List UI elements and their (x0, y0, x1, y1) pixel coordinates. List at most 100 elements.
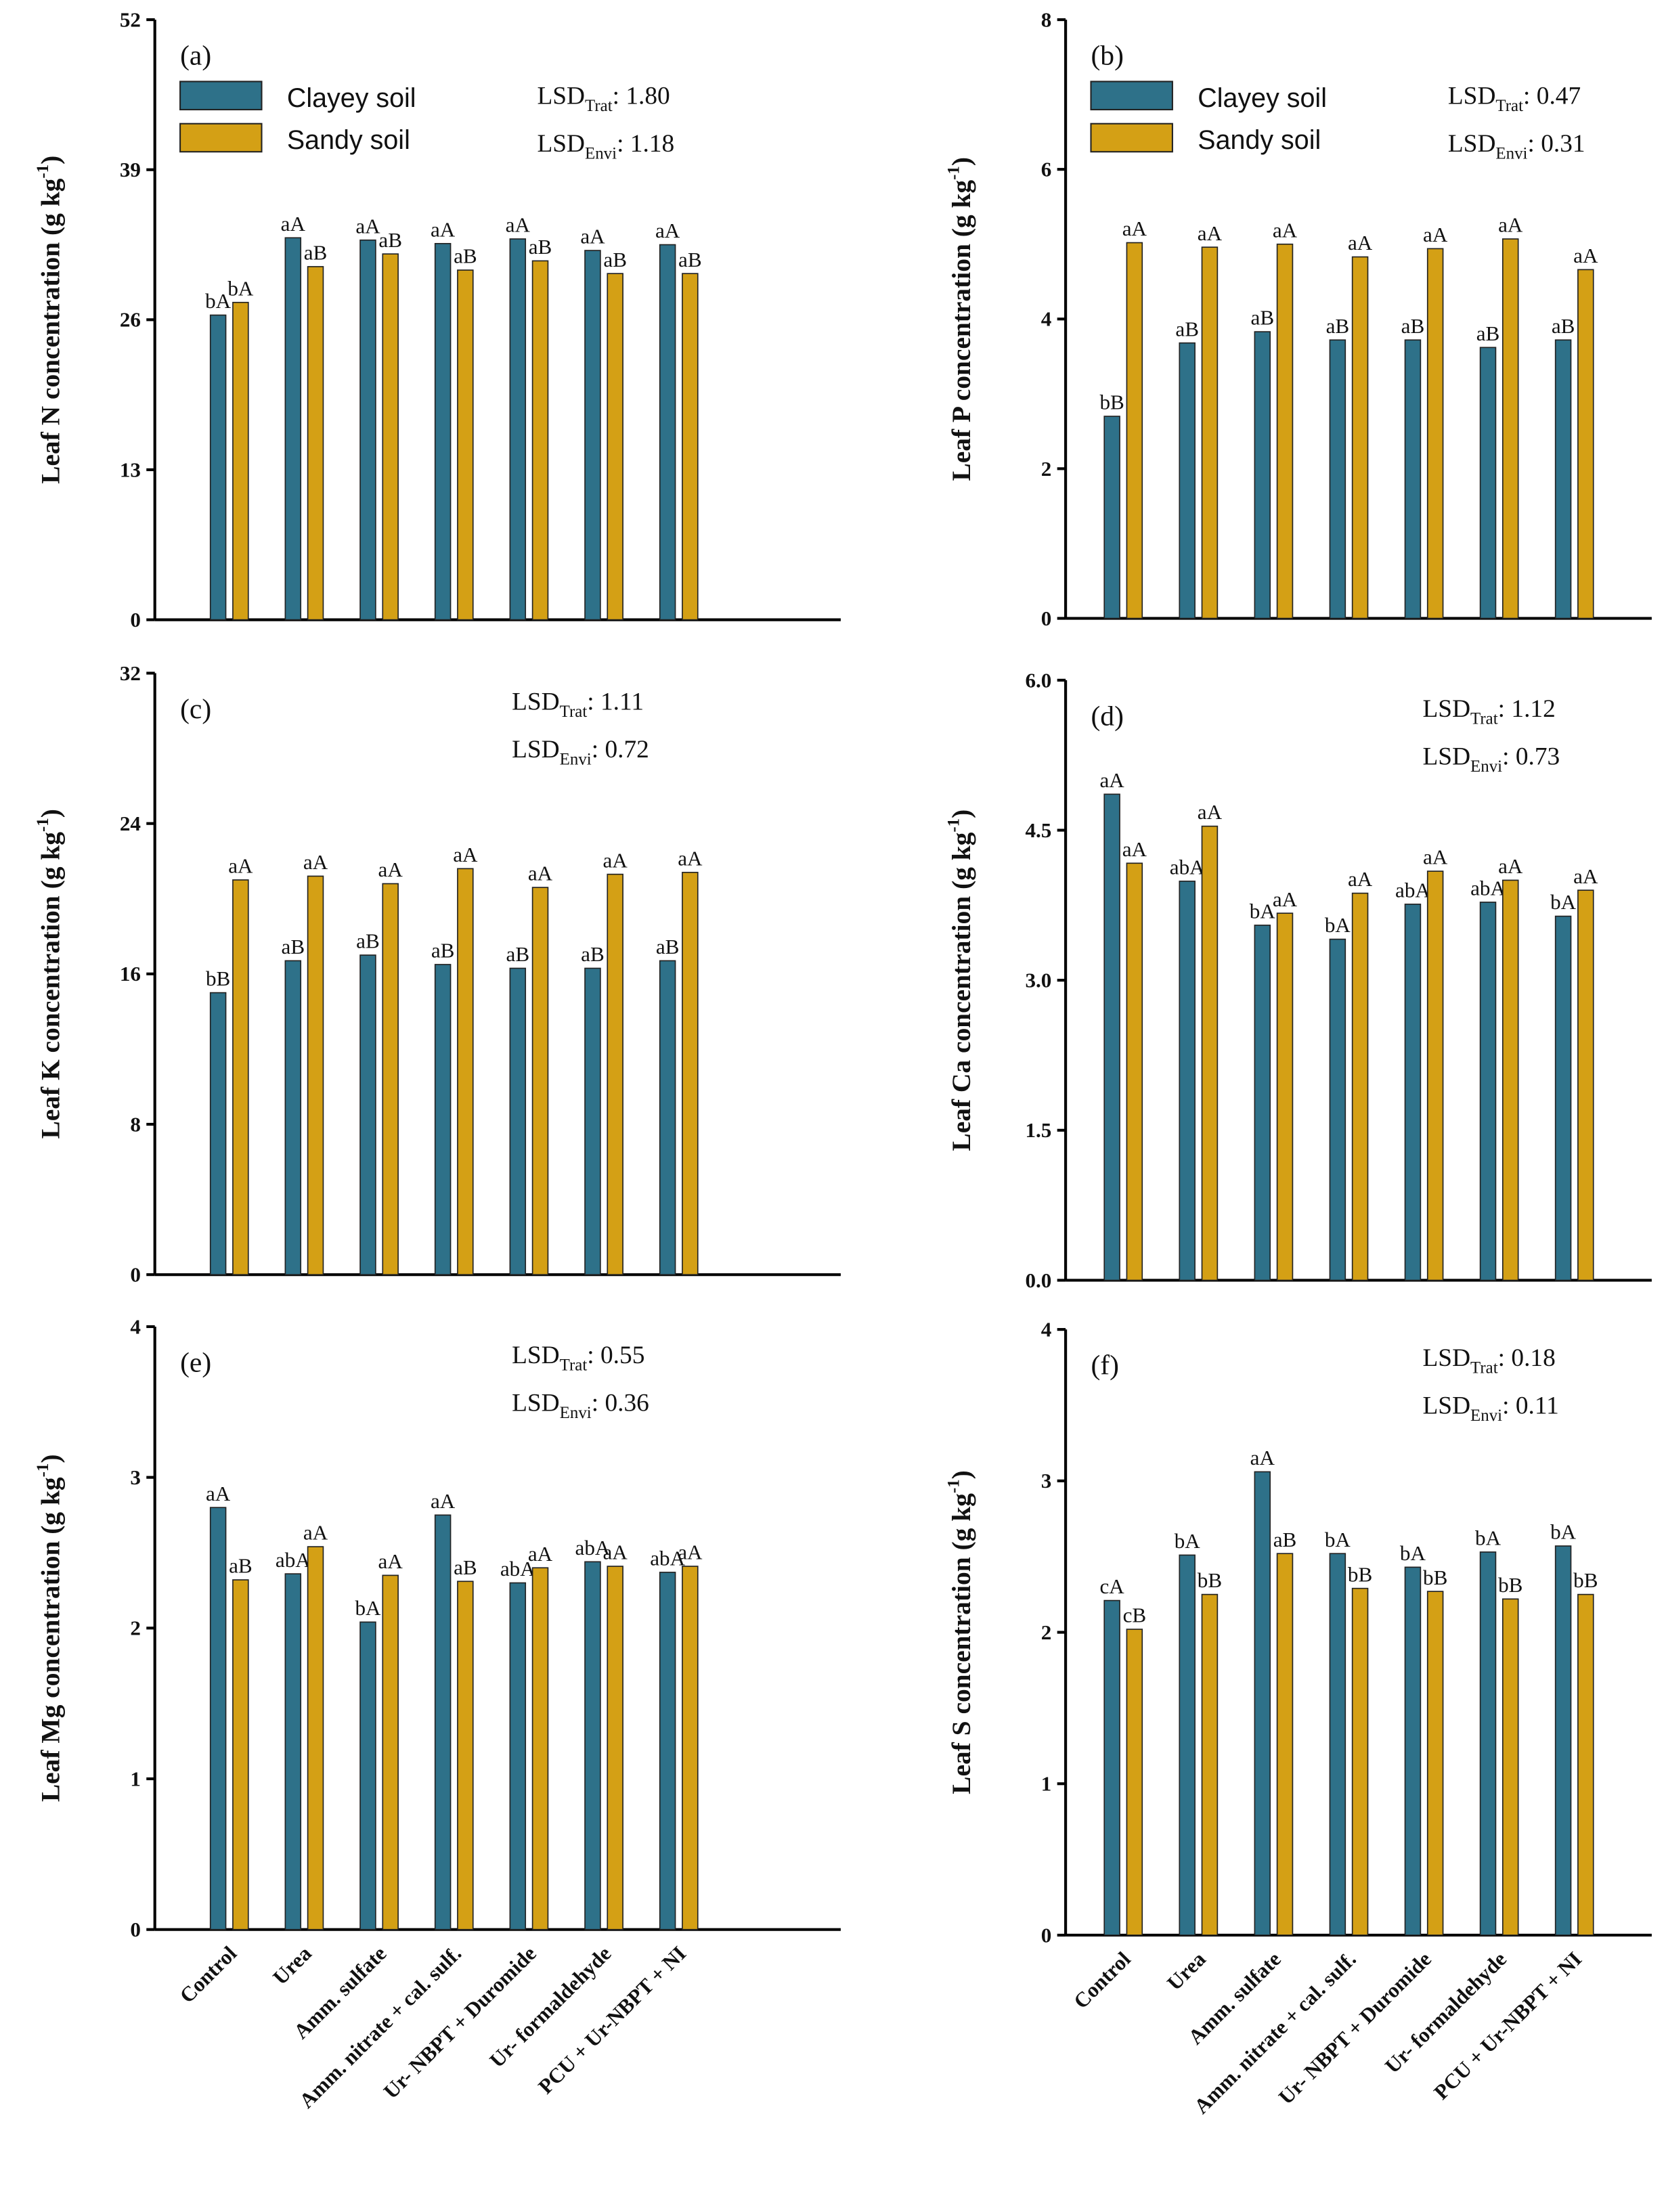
lsd-label: LSD (1422, 1392, 1470, 1420)
bar-sandy (1351, 256, 1369, 619)
lsd-colon: : (1498, 1344, 1512, 1372)
panel-c: 0 8 16 24 32 Leaf K concentration (g kg-1) (c)… (34, 661, 841, 1287)
bar-clayey (1479, 1551, 1497, 1936)
lsd-label: LSD (512, 736, 560, 764)
y-tick-label: 1 (1041, 1772, 1052, 1796)
lsd-envi: LSDEnvi: 0.11 (1422, 1392, 1558, 1425)
lsd-label: LSD (1422, 1344, 1470, 1372)
y-axis-label-end: ) (946, 157, 976, 166)
y-tick-label: 3 (1041, 1469, 1052, 1492)
y-axis-label: Leaf K concentration (g kg-1) (34, 809, 66, 1138)
bar-sandy (382, 1574, 399, 1930)
bar-sandy (1201, 825, 1219, 1281)
bar-sandy (1126, 242, 1143, 619)
y-axis-label: Leaf Ca concentration (g kg-1) (944, 810, 976, 1151)
lsd-value: 0.36 (605, 1390, 649, 1417)
bar-sandy (457, 269, 474, 621)
bar-sandy (307, 266, 324, 621)
y-axis-label-sup: -1 (34, 1463, 52, 1478)
bar-sandy (1201, 1593, 1219, 1936)
significance-letter: bB (1198, 1568, 1222, 1592)
significance-letter: aB (678, 248, 702, 271)
bar-clayey (1179, 342, 1196, 619)
significance-letter: bA (1325, 1528, 1351, 1551)
lsd-trat: LSDTrat: 1.12 (1422, 695, 1555, 728)
lsd-value: 1.12 (1511, 695, 1555, 723)
significance-letter: bB (1498, 1573, 1522, 1597)
lsd-label: LSD (537, 83, 585, 110)
significance-letter: bA (1400, 1541, 1426, 1565)
y-axis-label-sup: -1 (34, 818, 52, 832)
legend-label: Sandy soil (287, 125, 410, 155)
significance-letter: aB (1476, 322, 1500, 345)
significance-letter: aA (528, 1542, 553, 1566)
significance-letter: aA (678, 846, 703, 870)
panel-label: (b) (1091, 40, 1123, 72)
legend-swatch-sandy (1090, 123, 1173, 153)
y-axis-label: Leaf S concentration (g kg-1) (944, 1470, 976, 1794)
bar-clayey (659, 244, 676, 621)
bar-clayey (584, 250, 601, 621)
significance-letter: aA (453, 843, 478, 866)
significance-letter: bB (1348, 1562, 1372, 1586)
bar-clayey (359, 239, 376, 621)
significance-letter: abA (500, 1557, 535, 1580)
bar-clayey (434, 242, 452, 621)
x-tick-label: Urea (268, 1941, 316, 1989)
significance-letter: aB (454, 1555, 477, 1579)
lsd-colon: : (617, 130, 630, 158)
lsd-trat: LSDTrat: 1.11 (512, 688, 644, 721)
significance-letter: aA (1250, 1446, 1275, 1469)
significance-letter: aB (282, 935, 305, 958)
bar-sandy (1426, 870, 1444, 1281)
significance-letter: aA (281, 212, 306, 236)
y-tick-label: 24 (120, 812, 141, 835)
significance-letter: aA (1573, 244, 1598, 267)
significance-letter: bB (1099, 391, 1124, 414)
y-tick-label: 2 (1041, 1620, 1052, 1644)
bar-sandy (1426, 248, 1444, 619)
lsd-envi: LSDEnvi: 0.73 (1422, 743, 1560, 775)
lsd-trat: LSDTrat: 1.80 (537, 83, 670, 115)
significance-letter: aA (1348, 231, 1373, 255)
lsd-label: LSD (512, 1390, 560, 1417)
significance-letter: bB (1423, 1566, 1447, 1589)
lsd-colon: : (592, 736, 605, 764)
panel-e: 0 1 2 3 4 Leaf Mg concentration (g kg-1) (e) LS… (34, 1314, 841, 2113)
significance-letter: bA (1325, 913, 1351, 937)
bar-clayey (1254, 331, 1271, 619)
bar-clayey (1404, 1566, 1422, 1936)
y-axis-label: Leaf P concentration (g kg-1) (944, 157, 976, 481)
bar-clayey (1179, 881, 1196, 1281)
lsd-value: 0.73 (1516, 743, 1560, 770)
bar-clayey (1254, 925, 1271, 1281)
y-tick-label: 16 (120, 962, 141, 986)
significance-letter: aA (206, 1482, 231, 1505)
legend-label: Sandy soil (1198, 125, 1321, 155)
bar-sandy (457, 868, 474, 1275)
x-tick-label: Control (1069, 1947, 1135, 2013)
significance-letter: aA (1498, 854, 1523, 878)
significance-letter: aA (355, 214, 380, 238)
bar-sandy (1276, 1553, 1294, 1936)
significance-letter: bA (227, 276, 254, 300)
bar-sandy (1501, 1598, 1519, 1936)
lsd-label: LSD (1448, 83, 1496, 110)
y-axis-label-text: Leaf P concentration (g kg (946, 180, 976, 481)
lsd-value: 0.55 (600, 1342, 644, 1369)
lsd-sub: Envi (1495, 145, 1527, 163)
significance-letter: aB (581, 942, 605, 966)
lsd-trat: LSDTrat: 0.18 (1422, 1344, 1555, 1377)
bar-clayey (1329, 938, 1346, 1281)
y-tick-label: 4 (1041, 1318, 1052, 1342)
bar-clayey (284, 1573, 302, 1930)
significance-letter: aB (506, 942, 530, 966)
y-tick-label: 1 (130, 1767, 141, 1790)
lsd-sub: Envi (560, 1404, 592, 1422)
y-tick-label: 3.0 (1025, 969, 1051, 992)
significance-letter: aA (1273, 887, 1298, 911)
legend-swatch-clayey (179, 81, 263, 110)
y-tick-label: 13 (120, 458, 141, 481)
bar-sandy (1577, 889, 1594, 1281)
